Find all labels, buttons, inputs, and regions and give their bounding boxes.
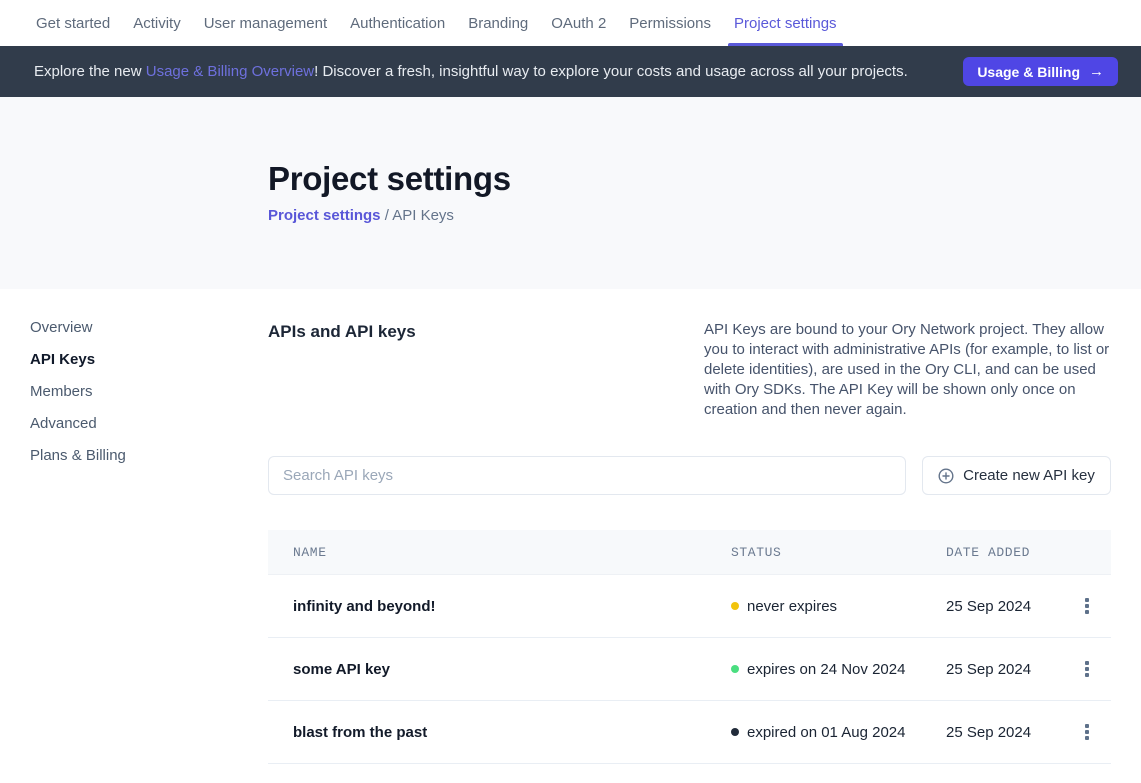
kebab-icon [1085,724,1089,728]
main-panel: APIs and API keys API Keys are bound to … [268,289,1111,764]
top-navigation: Get started Activity User management Aut… [0,0,1141,46]
kebab-icon [1085,598,1089,602]
settings-sidebar: Overview API Keys Members Advanced Plans… [30,320,230,480]
breadcrumb-project-settings-link[interactable]: Project settings [268,207,381,224]
create-api-key-button[interactable]: Create new API key [922,456,1111,495]
search-input[interactable] [268,456,906,495]
table-row: some API key expires on 24 Nov 2024 25 S… [268,638,1111,701]
nav-item-activity[interactable]: Activity [133,14,181,32]
status-label: expired on 01 Aug 2024 [747,723,906,741]
status-label: expires on 24 Nov 2024 [747,660,906,678]
api-key-status: never expires [731,598,946,615]
column-header-date-added: DATE ADDED [946,544,1031,560]
row-menu-button[interactable] [1079,592,1095,620]
nav-item-authentication[interactable]: Authentication [350,14,446,32]
nav-item-user-management[interactable]: User management [203,14,328,32]
page-header: Project settings Project settings / API … [0,97,1141,289]
sidebar-item-api-keys[interactable]: API Keys [30,351,96,368]
nav-item-branding[interactable]: Branding [468,14,529,32]
kebab-icon [1085,661,1089,665]
usage-billing-overview-link[interactable]: Usage & Billing Overview [145,63,315,80]
page-title: Project settings [268,160,511,197]
api-key-name: some API key [293,660,390,678]
table-row: blast from the past expired on 01 Aug 20… [268,701,1111,764]
table-header-row: NAME STATUS DATE ADDED [268,530,1111,575]
column-header-name: NAME [293,544,327,560]
table-row: infinity and beyond! never expires 25 Se… [268,575,1111,638]
usage-billing-button-label: Usage & Billing [977,63,1080,80]
column-header-status: STATUS [731,544,782,560]
sidebar-item-plans-billing[interactable]: Plans & Billing [30,447,126,464]
banner-message: Explore the new Usage & Billing Overview… [34,63,908,80]
sidebar-item-overview[interactable]: Overview [30,319,93,336]
api-keys-table: NAME STATUS DATE ADDED infinity and beyo… [268,530,1111,764]
row-menu-button[interactable] [1079,718,1095,746]
status-label: never expires [747,597,838,615]
sidebar-item-members[interactable]: Members [30,383,93,400]
nav-item-permissions[interactable]: Permissions [629,14,711,32]
table-actions-row: Create new API key [268,456,1111,495]
section-description: API Keys are bound to your Ory Network p… [704,321,1110,418]
status-dot [731,602,739,610]
banner-text-before: Explore the new [34,63,146,80]
breadcrumb: Project settings / API Keys [268,207,1141,224]
section-title: APIs and API keys [268,322,416,341]
announcement-banner: Explore the new Usage & Billing Overview… [0,46,1141,97]
usage-billing-button[interactable]: Usage & Billing → [963,57,1118,86]
date-added: 25 Sep 2024 [946,723,1032,741]
create-api-key-label: Create new API key [963,467,1095,484]
nav-item-project-settings[interactable]: Project settings [728,0,843,46]
banner-text-after: ! Discover a fresh, insightful way to ex… [314,63,908,80]
breadcrumb-current: API Keys [392,207,454,224]
sidebar-item-advanced[interactable]: Advanced [30,415,97,432]
api-key-status: expired on 01 Aug 2024 [731,724,946,741]
arrow-right-icon: → [1089,63,1104,80]
api-key-name: infinity and beyond! [293,597,436,615]
content-area: Overview API Keys Members Advanced Plans… [0,289,1141,764]
status-dot [731,728,739,736]
status-dot [731,665,739,673]
plus-circle-icon [938,467,954,484]
api-key-name: blast from the past [293,723,428,741]
nav-item-oauth2[interactable]: OAuth 2 [551,14,607,32]
breadcrumb-separator: / [380,207,393,224]
nav-item-get-started[interactable]: Get started [36,14,111,32]
section-header: APIs and API keys API Keys are bound to … [268,320,1111,420]
date-added: 25 Sep 2024 [946,660,1032,678]
date-added: 25 Sep 2024 [946,597,1032,615]
api-key-status: expires on 24 Nov 2024 [731,661,946,678]
row-menu-button[interactable] [1079,655,1095,683]
